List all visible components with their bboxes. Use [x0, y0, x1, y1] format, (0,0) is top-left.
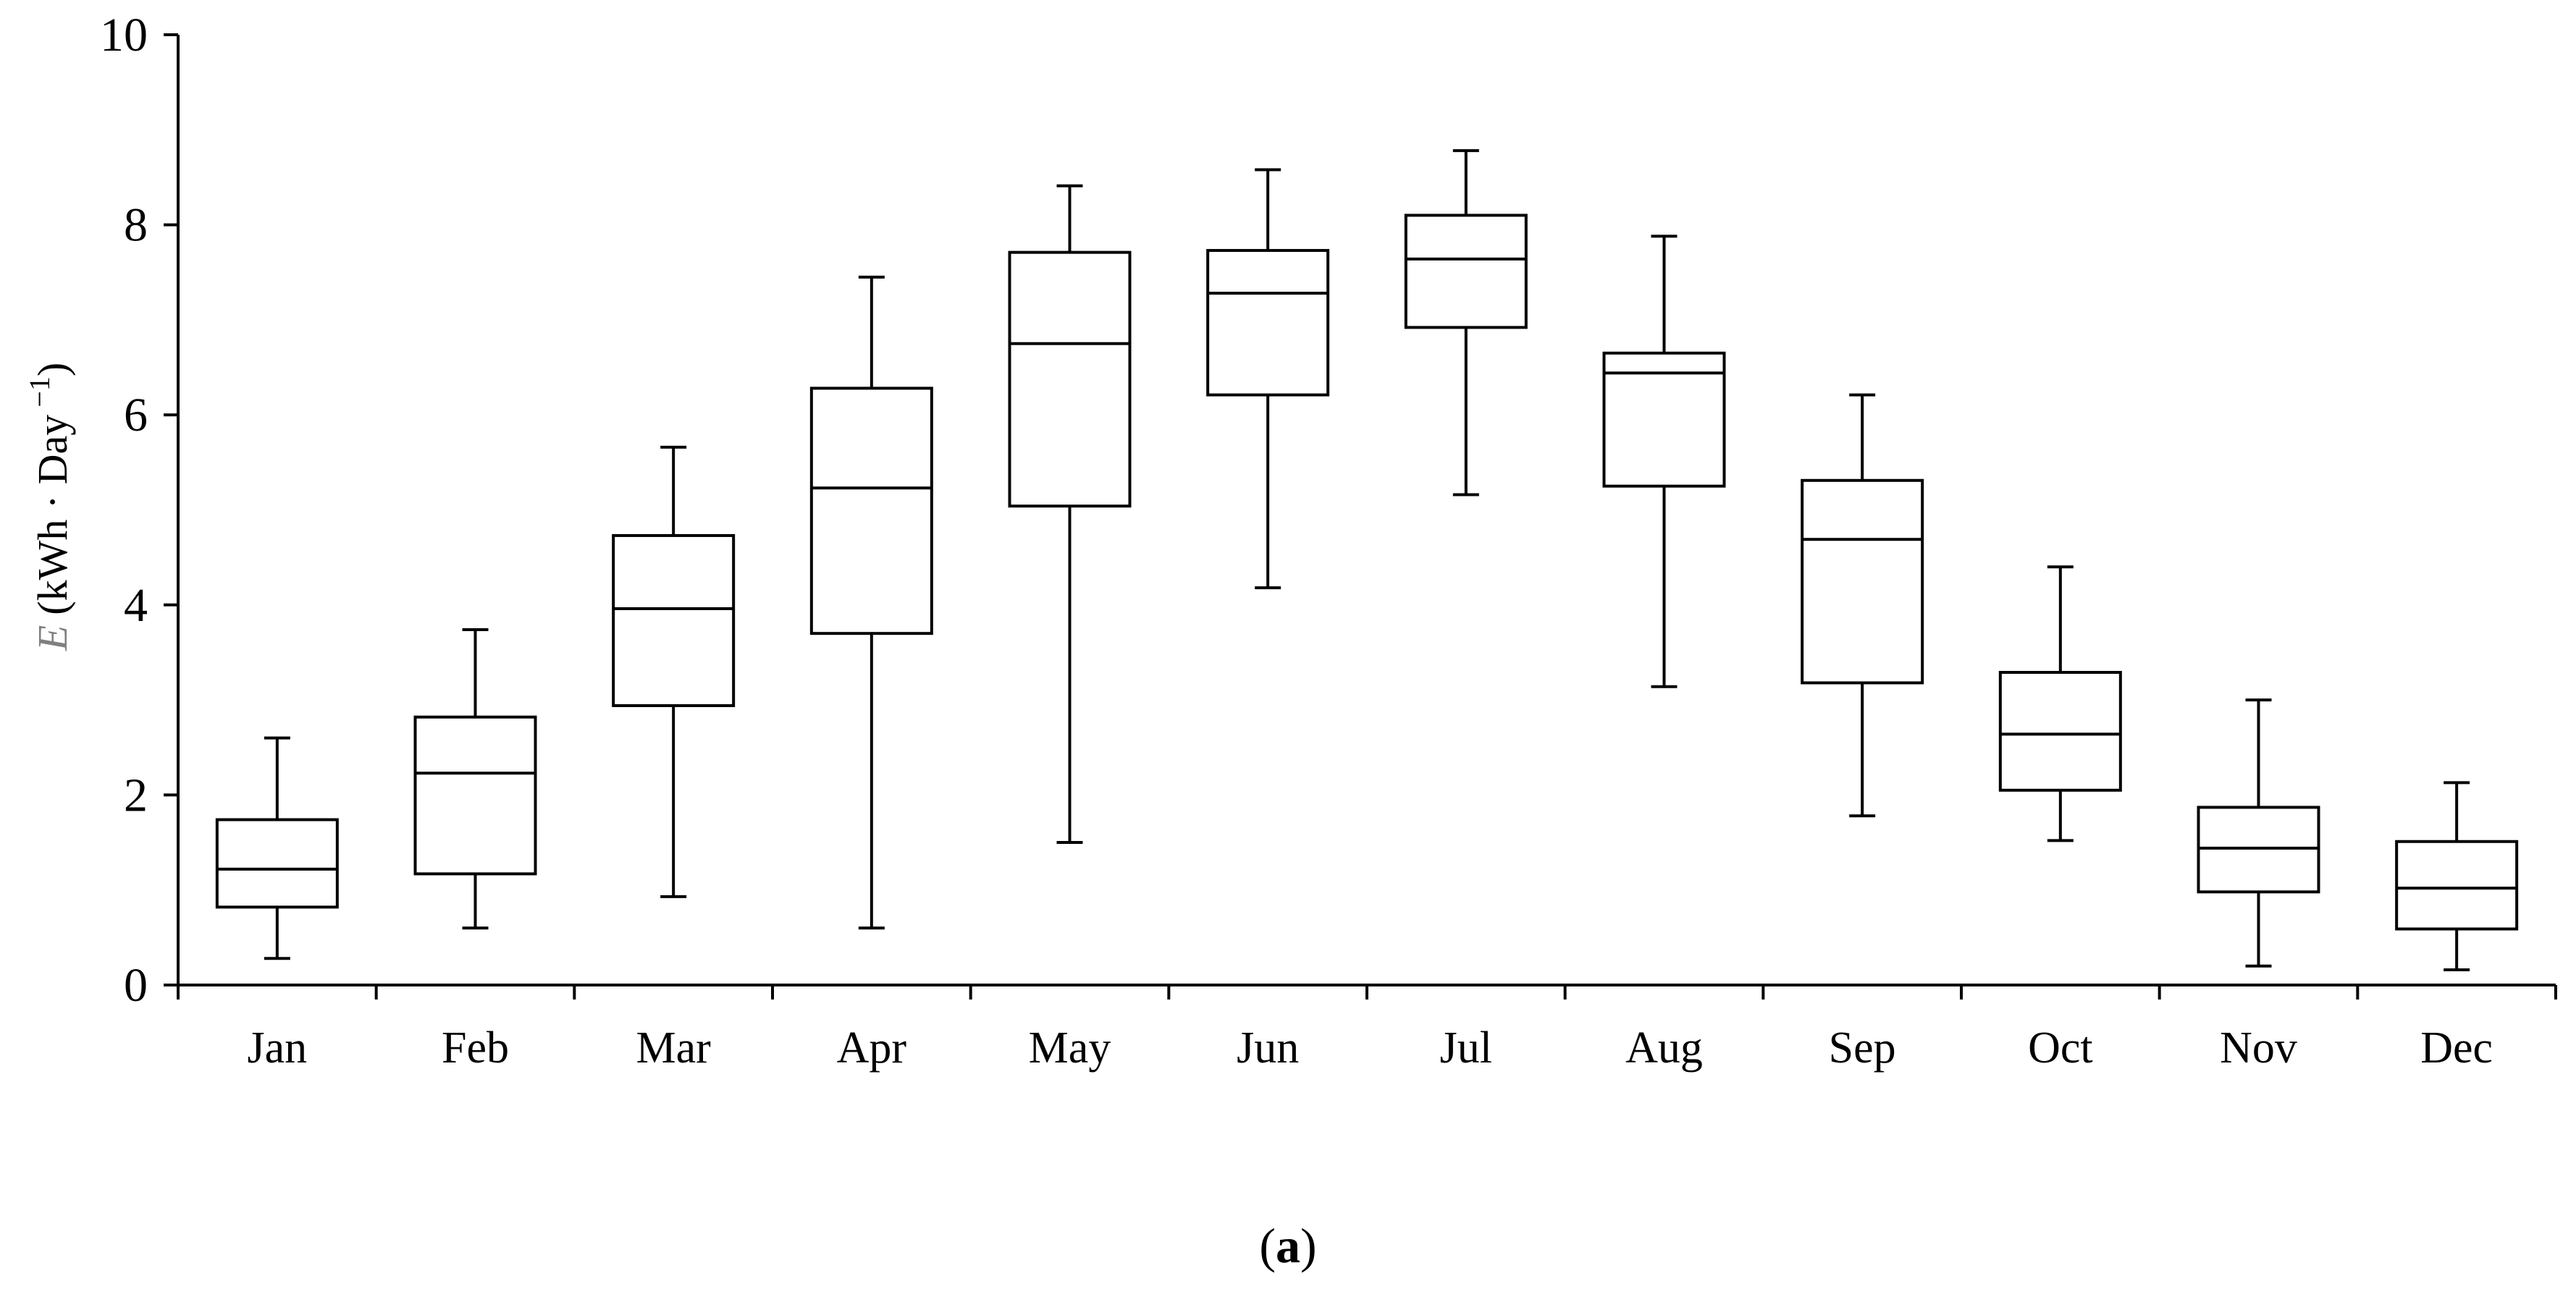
x-tick-label: Jul: [1440, 1023, 1492, 1073]
caption-letter: a: [1276, 1218, 1300, 1273]
box-iqr: [2395, 840, 2519, 931]
box-dec: [2395, 781, 2519, 971]
box-iqr: [809, 386, 933, 635]
y-tick-label: 0: [124, 959, 148, 1012]
box-iqr: [612, 533, 736, 707]
caption-open: (: [1259, 1218, 1276, 1273]
x-tick-label: Aug: [1625, 1023, 1703, 1073]
box-sep: [1801, 393, 1924, 818]
x-tick-label: Mar: [636, 1023, 712, 1073]
y-axis-label-units: (kWh · Day: [29, 415, 76, 615]
box-iqr: [413, 715, 537, 876]
y-axis-label-exponent: −1: [23, 376, 56, 407]
box-feb: [413, 627, 537, 930]
x-tick-label: Dec: [2420, 1023, 2493, 1073]
y-axis-label: E (kWh · Day −1): [23, 363, 76, 651]
box-aug: [1602, 234, 1726, 688]
box-apr: [809, 275, 933, 930]
y-tick-label: 8: [124, 199, 148, 252]
box-iqr: [1206, 249, 1330, 397]
box-nov: [2197, 698, 2320, 968]
y-tick-label: 6: [124, 389, 148, 441]
box-iqr: [1801, 478, 1924, 685]
caption-close: ): [1300, 1218, 1317, 1273]
x-axis-ticks: Jan Feb Mar Apr May Jun Jul Aug Sep Oct Nov Dec: [177, 985, 2557, 1073]
x-tick-label: Jan: [248, 1023, 308, 1073]
box-iqr: [215, 818, 339, 909]
figure-caption: (a): [1259, 1218, 1316, 1273]
x-tick-label: Nov: [2220, 1023, 2297, 1073]
box-mar: [612, 445, 736, 898]
y-axis-label-close: ): [29, 363, 76, 376]
x-tick-label: Feb: [442, 1023, 509, 1073]
y-tick-label: 10: [100, 9, 148, 62]
box-jun: [1206, 168, 1330, 590]
box-iqr: [1602, 351, 1726, 488]
box-iqr: [1404, 214, 1528, 329]
x-tick-label: May: [1029, 1023, 1111, 1073]
y-axis-ticks: 0 2 4 6 8 10: [100, 9, 178, 1012]
y-tick-label: 2: [124, 769, 148, 821]
x-tick-label: Apr: [837, 1023, 907, 1073]
box-iqr: [1008, 250, 1132, 508]
y-tick-label: 4: [124, 579, 148, 632]
box-jan: [215, 736, 339, 960]
box-oct: [1998, 565, 2122, 842]
x-tick-label: Jun: [1237, 1023, 1299, 1073]
x-tick-label: Oct: [2028, 1023, 2093, 1073]
box-iqr: [1998, 671, 2122, 792]
box-jul: [1404, 149, 1528, 496]
box-may: [1008, 184, 1132, 845]
y-axis-label-var: E: [29, 625, 76, 651]
x-tick-label: Sep: [1829, 1023, 1896, 1073]
box-series: [215, 149, 2519, 971]
